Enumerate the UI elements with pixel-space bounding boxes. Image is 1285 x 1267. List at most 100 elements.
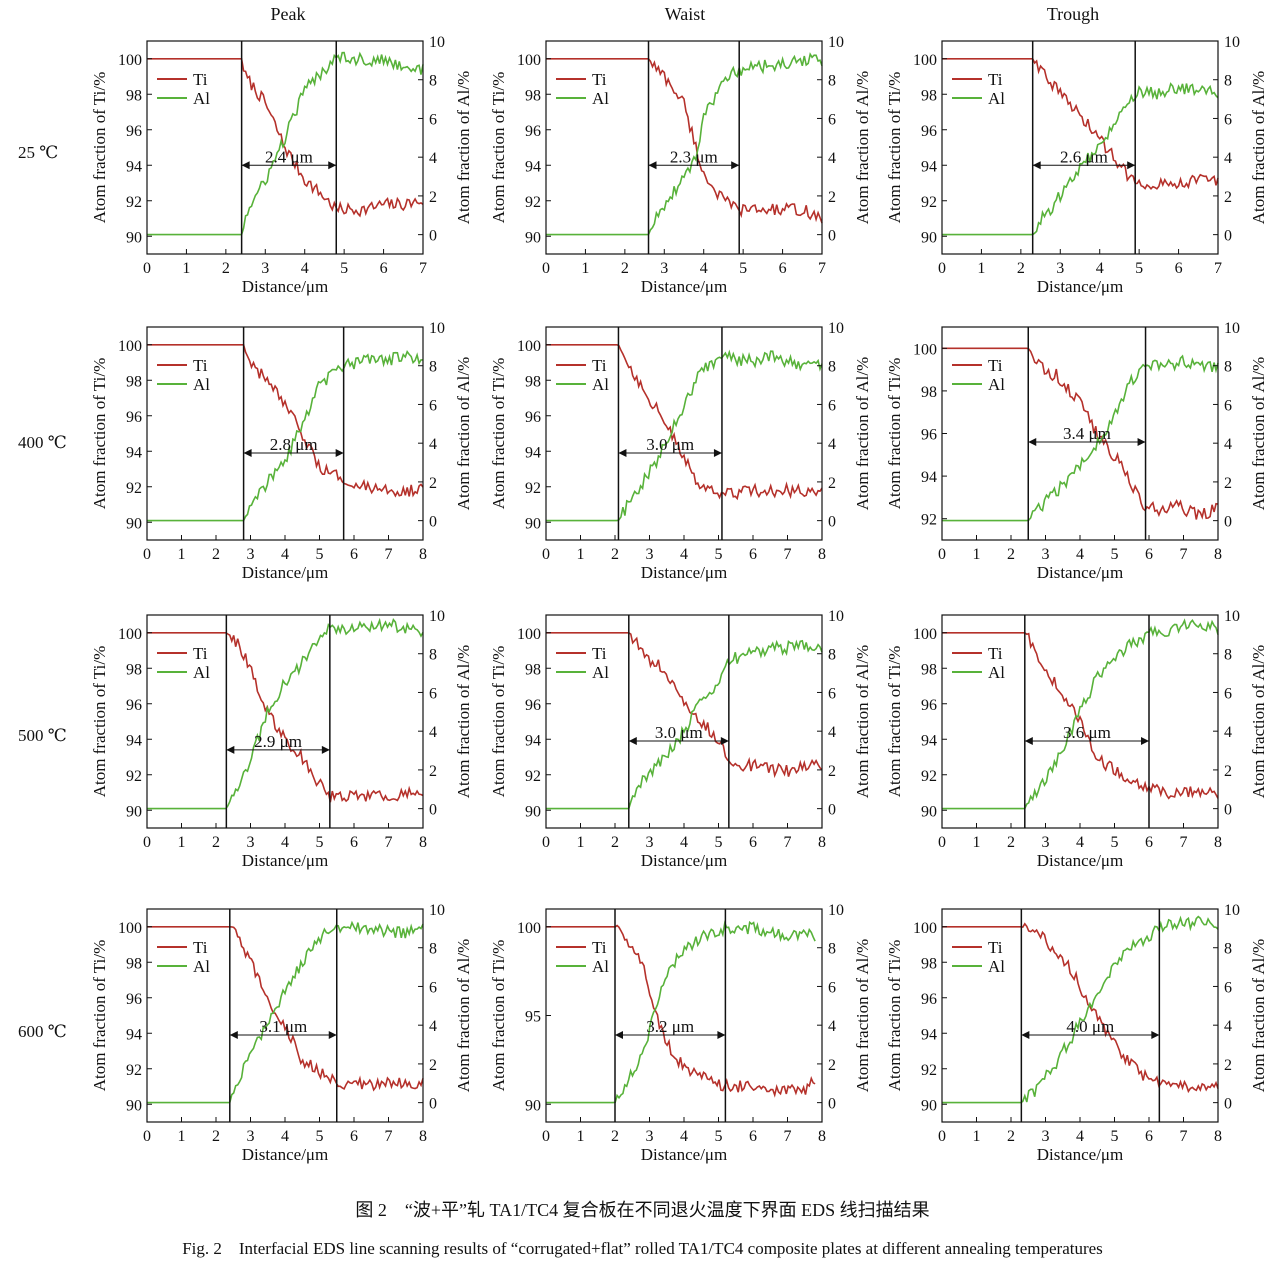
y-tick-label-left: 100 bbox=[118, 52, 142, 69]
width-annotation: 3.4 μm bbox=[1063, 424, 1111, 443]
x-tick-label: 4 bbox=[281, 834, 289, 851]
y-axis-label-right: Atom fraction of Al/% bbox=[454, 357, 473, 510]
legend-label-al: Al bbox=[988, 89, 1005, 108]
x-tick-label: 0 bbox=[938, 546, 946, 563]
y-tick-label-left: 100 bbox=[913, 341, 937, 358]
row-label-500c: 500 ℃ bbox=[18, 726, 67, 745]
x-tick-label: 1 bbox=[973, 1128, 981, 1145]
arrow-head-right bbox=[720, 737, 729, 746]
y-tick-label-left: 98 bbox=[126, 955, 142, 972]
arrow-head-right bbox=[1127, 161, 1136, 170]
y-tick-label-right: 2 bbox=[429, 189, 437, 206]
y-axis-label-left: Atom fraction of Ti/% bbox=[90, 72, 109, 224]
y-tick-label-left: 90 bbox=[525, 1097, 541, 1114]
plot-frame bbox=[545, 326, 823, 541]
y-tick-label-left: 94 bbox=[525, 444, 541, 461]
x-tick-label: 1 bbox=[973, 834, 981, 851]
x-tick-label: 4 bbox=[281, 1128, 289, 1145]
y-tick-label-right: 0 bbox=[828, 228, 836, 245]
x-tick-label: 1 bbox=[577, 1128, 585, 1145]
x-tick-label: 8 bbox=[818, 546, 826, 563]
arrow-head-right bbox=[1137, 438, 1146, 447]
y-tick-label-left: 92 bbox=[921, 512, 937, 529]
y-tick-label-left: 96 bbox=[921, 991, 937, 1008]
x-tick-label: 1 bbox=[178, 834, 186, 851]
x-tick-label: 1 bbox=[973, 546, 981, 563]
y-tick-label-right: 0 bbox=[1224, 514, 1232, 531]
y-tick-label-right: 8 bbox=[1224, 941, 1232, 958]
x-tick-label: 6 bbox=[1145, 834, 1153, 851]
y-axis-label-left: Atom fraction of Ti/% bbox=[885, 646, 904, 798]
y-tick-label-right: 4 bbox=[828, 436, 836, 453]
y-tick-label-right: 6 bbox=[429, 397, 437, 414]
y-tick-label-left: 100 bbox=[118, 920, 142, 937]
x-tick-label: 0 bbox=[938, 1128, 946, 1145]
y-tick-label-left: 94 bbox=[126, 444, 142, 461]
y-tick-label-left: 98 bbox=[126, 87, 142, 104]
x-tick-label: 5 bbox=[340, 260, 348, 277]
y-tick-label-right: 8 bbox=[429, 73, 437, 90]
x-tick-label: 4 bbox=[1076, 1128, 1084, 1145]
y-tick-label-right: 4 bbox=[828, 724, 836, 741]
x-tick-label: 1 bbox=[581, 260, 589, 277]
y-tick-label-right: 10 bbox=[828, 608, 844, 625]
x-tick-label: 1 bbox=[577, 546, 585, 563]
y-axis-label-left: Atom fraction of Ti/% bbox=[489, 646, 508, 798]
x-tick-label: 6 bbox=[1145, 1128, 1153, 1145]
y-tick-label-right: 10 bbox=[1224, 34, 1240, 51]
y-tick-label-left: 90 bbox=[525, 803, 541, 820]
y-tick-label-left: 100 bbox=[913, 920, 937, 937]
series-line-ti bbox=[147, 344, 424, 498]
x-tick-label: 0 bbox=[542, 1128, 550, 1145]
y-tick-label-left: 100 bbox=[517, 626, 541, 643]
y-tick-label-right: 0 bbox=[1224, 1096, 1232, 1113]
y-tick-label-right: 8 bbox=[429, 941, 437, 958]
legend-label-ti: Ti bbox=[193, 644, 208, 663]
y-tick-label-right: 8 bbox=[429, 647, 437, 664]
y-axis-label-left: Atom fraction of Ti/% bbox=[885, 358, 904, 510]
series-line-ti bbox=[942, 58, 1219, 191]
x-tick-label: 7 bbox=[385, 1128, 393, 1145]
y-axis-label-right: Atom fraction of Al/% bbox=[454, 645, 473, 798]
y-tick-label-left: 98 bbox=[525, 373, 541, 390]
y-tick-label-left: 92 bbox=[525, 768, 541, 785]
x-tick-label: 7 bbox=[419, 260, 427, 277]
y-tick-label-left: 94 bbox=[921, 469, 937, 486]
y-tick-label-right: 4 bbox=[1224, 1018, 1232, 1035]
chart-500c-waist: 3.0 μm 0 1 2 3 4 5 6 7 8 90 92 94 96 98 100 0 2 4 6 8 10 Dista… bbox=[489, 608, 872, 870]
legend-label-al: Al bbox=[193, 663, 210, 682]
y-tick-label-right: 4 bbox=[1224, 724, 1232, 741]
column-title-trough: Trough bbox=[1046, 4, 1100, 24]
arrow-head-right bbox=[1141, 737, 1149, 746]
plot-frame bbox=[545, 40, 823, 255]
x-tick-label: 3 bbox=[247, 1128, 255, 1145]
y-axis-label-left: Atom fraction of Ti/% bbox=[489, 358, 508, 510]
width-annotation: 2.3 μm bbox=[670, 147, 718, 166]
y-tick-label-right: 4 bbox=[429, 724, 437, 741]
y-tick-label-right: 0 bbox=[429, 228, 437, 245]
y-tick-label-right: 2 bbox=[1224, 475, 1232, 492]
y-tick-label-right: 0 bbox=[1224, 802, 1232, 819]
x-tick-label: 1 bbox=[178, 1128, 186, 1145]
y-tick-label-left: 90 bbox=[126, 515, 142, 532]
x-tick-label: 1 bbox=[577, 834, 585, 851]
x-tick-label: 8 bbox=[419, 1128, 427, 1145]
chart-500c-peak: 2.9 μm 0 1 2 3 4 5 6 7 8 90 92 94 96 98 100 0 2 4 6 8 10 Dista… bbox=[90, 608, 473, 870]
y-tick-label-left: 94 bbox=[525, 158, 541, 175]
x-tick-label: 8 bbox=[419, 834, 427, 851]
series-line-al bbox=[942, 618, 1219, 810]
x-tick-label: 7 bbox=[1180, 834, 1188, 851]
y-tick-label-left: 98 bbox=[525, 661, 541, 678]
y-tick-label-right: 2 bbox=[429, 763, 437, 780]
y-tick-label-left: 100 bbox=[913, 52, 937, 69]
series-line-al bbox=[942, 354, 1219, 522]
chart-600c-waist: 3.2 μm 0 1 2 3 4 5 6 7 8 90 95 100 0 2 4 6 8 10 Distance/μm… bbox=[489, 902, 872, 1164]
x-tick-label: 1 bbox=[182, 260, 190, 277]
x-tick-label: 3 bbox=[660, 260, 668, 277]
legend-label-al: Al bbox=[988, 663, 1005, 682]
x-tick-label: 4 bbox=[1076, 546, 1084, 563]
y-tick-label-right: 10 bbox=[429, 34, 445, 51]
x-tick-label: 2 bbox=[1007, 834, 1015, 851]
y-tick-label-left: 94 bbox=[921, 732, 937, 749]
y-axis-label-right: Atom fraction of Al/% bbox=[454, 71, 473, 224]
